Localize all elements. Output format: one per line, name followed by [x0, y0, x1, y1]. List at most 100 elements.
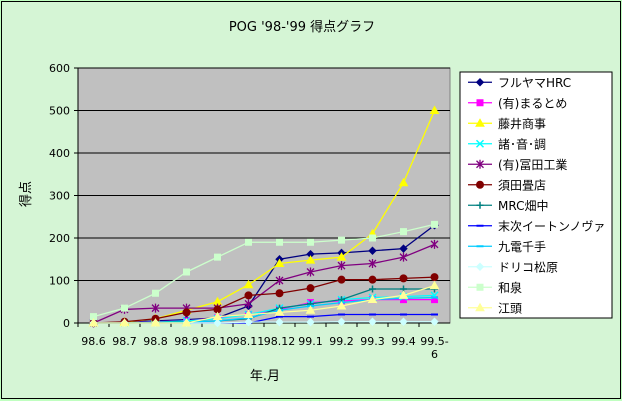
legend-swatch-marker — [475, 262, 485, 271]
data-point — [275, 276, 284, 285]
data-point — [431, 220, 438, 228]
x-tick-label: 99.5-6 — [420, 335, 448, 361]
legend-swatch-marker — [476, 99, 484, 107]
data-point — [399, 244, 408, 253]
x-tick-label: 98.9 — [174, 335, 199, 348]
data-point — [214, 253, 221, 261]
legend-swatch-marker — [475, 78, 485, 87]
data-point — [275, 289, 284, 298]
chart-title: POG '98-'99 得点グラフ — [229, 19, 375, 35]
legend-swatch-marker — [475, 302, 485, 312]
legend-swatch-marker — [475, 139, 485, 148]
legend-label: ドリコ松原 — [498, 260, 558, 274]
legend-label: 須田畳店 — [498, 178, 546, 192]
legend-box — [459, 71, 613, 319]
data-point — [212, 311, 223, 321]
legend-label: 江頭 — [498, 301, 522, 315]
data-point — [400, 228, 407, 236]
x-tick-label: 98.7 — [112, 335, 137, 348]
legend-label: 末次イートンノヴァ — [498, 218, 605, 233]
data-point — [367, 294, 378, 304]
data-point — [430, 317, 439, 326]
data-point — [337, 317, 346, 326]
data-point — [398, 290, 409, 299]
x-tick-label: 98.6 — [81, 335, 106, 348]
y-tick-label: 400 — [49, 147, 70, 160]
legend-label: フルヤマHRC — [498, 76, 571, 90]
data-point — [305, 255, 316, 264]
data-point — [429, 280, 440, 290]
data-point — [338, 236, 345, 244]
data-point — [398, 177, 409, 187]
legend-label: 九電千手 — [498, 240, 546, 254]
x-tick-label: 99.4 — [391, 335, 416, 348]
plot-area-group: 0 100 200 300 400 500 600 98.6 98.7 98.8 98.9 98.10… — [49, 62, 451, 361]
data-point — [368, 246, 377, 255]
x-tick-label: 99.1 — [298, 335, 323, 348]
x-tick-label: 99.2 — [329, 335, 354, 348]
data-point — [151, 303, 160, 313]
data-point — [306, 284, 315, 293]
data-point — [305, 305, 316, 314]
data-point — [150, 317, 161, 327]
y-tick-label: 300 — [49, 190, 70, 203]
x-tick-label: 99.3 — [360, 335, 385, 348]
legend-label: MRC畑中 — [498, 198, 548, 213]
x-tick-label: 98.11 — [233, 335, 265, 348]
data-point — [276, 238, 283, 246]
data-point — [368, 275, 377, 284]
y-tick-label: 500 — [49, 105, 70, 118]
data-point — [337, 261, 346, 271]
data-point — [399, 317, 408, 326]
data-point — [369, 285, 376, 293]
data-point — [274, 307, 285, 316]
x-tick-label: 98.10 — [202, 335, 234, 348]
legend-swatch-marker — [476, 283, 484, 291]
legend-swatch-marker — [476, 159, 484, 169]
y-tick-label: 0 — [63, 317, 70, 330]
data-point — [306, 317, 315, 327]
y-axis-label: 得点 — [18, 181, 34, 207]
x-tick-label: 98.12 — [264, 335, 296, 348]
data-point — [368, 317, 377, 326]
legend-label: 藤井商事 — [498, 116, 546, 131]
data-point — [336, 300, 347, 310]
data-point — [399, 274, 408, 283]
x-tick-label: 98.8 — [143, 335, 168, 348]
data-point — [244, 291, 253, 300]
data-point — [152, 289, 159, 297]
series-line — [93, 243, 435, 324]
data-point — [183, 268, 190, 276]
data-point — [368, 259, 377, 268]
data-point — [88, 317, 99, 327]
legend-label: (有)まるとめ — [498, 96, 567, 110]
data-point — [243, 279, 254, 289]
y-tick-label: 100 — [49, 275, 70, 288]
data-point — [307, 238, 314, 246]
data-point — [369, 234, 376, 242]
data-point — [430, 239, 439, 249]
legend-swatch-marker — [476, 201, 484, 209]
data-point — [213, 318, 222, 328]
series-line — [93, 223, 435, 318]
data-point — [244, 317, 253, 327]
data-point — [181, 317, 192, 327]
x-axis-label: 年.月 — [250, 369, 280, 384]
series-line — [93, 224, 435, 324]
legend-swatch-marker — [476, 180, 484, 189]
data-point — [336, 252, 347, 261]
data-point — [306, 267, 315, 277]
y-tick-label: 200 — [49, 232, 70, 245]
legend-label: (有)冨田工業 — [498, 158, 567, 172]
series-line — [93, 284, 435, 324]
data-point — [399, 252, 408, 262]
data-point — [430, 273, 439, 282]
legend-label: 諸･音･調 — [498, 136, 546, 151]
data-point — [119, 317, 130, 327]
data-point — [244, 299, 253, 309]
legend-swatch-marker — [475, 118, 485, 127]
data-point — [182, 308, 191, 317]
